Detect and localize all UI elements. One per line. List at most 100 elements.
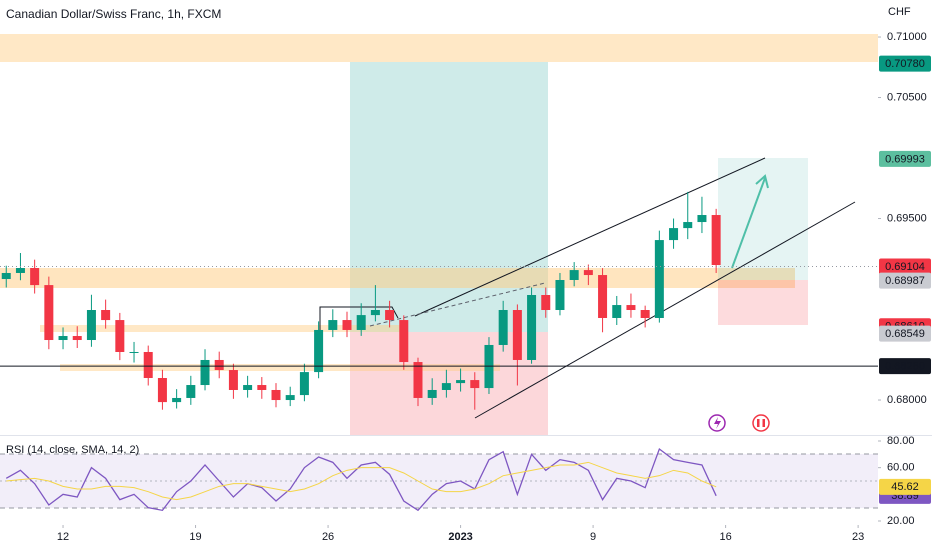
arrow-head <box>755 174 769 189</box>
candle-body <box>101 310 111 321</box>
candle-body <box>654 240 664 318</box>
target-zone <box>718 158 808 280</box>
candle-body <box>498 310 508 345</box>
rsi-tick-label: 20.00 <box>887 515 915 527</box>
candle-body <box>640 310 650 318</box>
x-tick-label: 2023 <box>448 531 472 543</box>
candle-body <box>86 310 96 341</box>
candle-body <box>115 320 125 352</box>
price-badge-label: 0.70780 <box>885 58 925 70</box>
minor-zone <box>40 325 400 332</box>
arrow <box>731 177 766 269</box>
candle-body <box>271 389 281 401</box>
flag-center <box>759 419 763 427</box>
range-box <box>319 306 399 332</box>
y-tick-label: 0.69500 <box>887 212 927 224</box>
candle-body <box>342 320 352 330</box>
candle-body <box>413 362 423 398</box>
y-tick-label: 0.70500 <box>887 91 927 103</box>
candle-body <box>626 305 636 311</box>
price-badge <box>879 272 931 289</box>
candle-body <box>399 320 409 363</box>
x-tick-label: 9 <box>590 531 596 543</box>
rsi-pane <box>0 435 932 509</box>
candle-body <box>697 215 707 223</box>
price-badge-label: 0.68987 <box>885 275 925 287</box>
x-tick-label: 26 <box>322 531 334 543</box>
candle-body <box>200 359 210 386</box>
indicator-line <box>6 461 717 501</box>
rsi-badge <box>879 478 931 495</box>
candle-body <box>157 378 167 403</box>
rsi-badge-label: 45.62 <box>891 481 919 493</box>
axis-unit: CHF <box>888 6 911 18</box>
x-tick-label: 16 <box>719 531 731 543</box>
candle-body <box>299 372 309 396</box>
candle-body <box>385 310 395 321</box>
price-badge-label: 0.68549 <box>885 328 925 340</box>
candle-body <box>58 336 68 341</box>
candle-body <box>314 329 324 373</box>
price-badge-label: 0.69993 <box>885 153 925 165</box>
candle-body <box>512 310 522 360</box>
y-tick-label: 0.68000 <box>887 394 927 406</box>
candle-body <box>15 268 25 273</box>
x-tick-label: 19 <box>189 531 201 543</box>
drawings <box>0 34 878 435</box>
price-badge-label: 0.69104 <box>885 261 925 273</box>
candle-body <box>1 272 11 280</box>
x-tick-label: 23 <box>852 531 864 543</box>
supply-zone <box>0 34 878 62</box>
chart-title: Canadian Dollar/Swiss Franc, 1h, FXCM <box>6 7 221 21</box>
candle-body <box>669 228 679 241</box>
candle-body <box>228 370 238 390</box>
candle-body <box>186 385 196 398</box>
candle-body <box>683 222 693 229</box>
candle-body <box>598 275 608 318</box>
candle-body <box>456 380 466 384</box>
stop-zone <box>718 280 808 325</box>
candle-body <box>143 351 153 379</box>
x-tick-label: 12 <box>57 531 69 543</box>
candle-body <box>470 380 480 389</box>
indicator-label: RSI (14, close, SMA, 14, 2) <box>6 444 139 456</box>
candle-body <box>711 215 721 265</box>
candle-body <box>583 270 593 276</box>
candle-body <box>612 305 622 318</box>
candle-body <box>285 395 295 401</box>
indicator-line <box>5 447 717 512</box>
candle-body <box>427 389 437 398</box>
candle-body <box>172 397 182 403</box>
candle-body <box>441 383 451 390</box>
support-zone <box>0 268 795 288</box>
candle-body <box>72 336 82 341</box>
channel-lower <box>474 201 856 419</box>
candle-body <box>243 385 253 390</box>
price-badge <box>879 150 931 167</box>
candle-body <box>541 295 551 311</box>
flag-icon[interactable] <box>752 414 770 432</box>
candles <box>1 191 721 410</box>
candle-body <box>44 285 54 341</box>
candle-body <box>356 315 366 330</box>
y-tick-label: 0.71000 <box>887 31 927 43</box>
rsi-tick-label: 60.00 <box>887 462 915 474</box>
event-icon[interactable] <box>708 414 726 432</box>
channel-upper <box>414 157 766 317</box>
candle-body <box>527 295 537 360</box>
price-badge <box>879 258 931 275</box>
lightning-icon <box>714 417 721 429</box>
candle-body <box>257 385 267 390</box>
candle-body <box>129 351 139 353</box>
candle-body <box>30 268 40 286</box>
minor-zone <box>60 364 500 371</box>
candle-body <box>569 270 579 280</box>
candle-body <box>214 359 224 371</box>
rsi-tick-label: 80.00 <box>887 435 915 447</box>
price-badge <box>879 55 931 72</box>
candle-body <box>555 279 565 311</box>
candle-body <box>328 320 338 330</box>
candle-body <box>370 310 380 316</box>
profit-zone <box>350 62 548 332</box>
